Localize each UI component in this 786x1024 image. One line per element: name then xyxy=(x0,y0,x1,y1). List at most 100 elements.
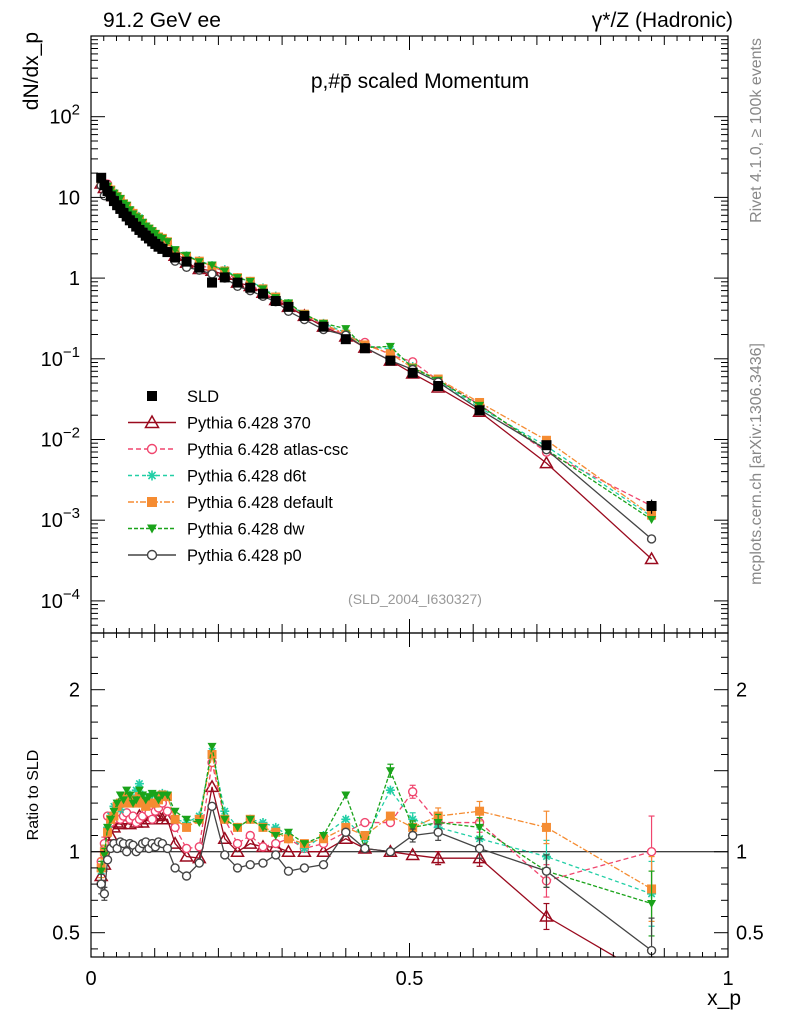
point-ratio-p0 xyxy=(207,801,217,812)
point-ratio-atlas xyxy=(232,838,243,849)
legend: SLD Pythia 6.428 370 Pythia 6.428 atlas-cs… xyxy=(128,388,348,565)
legend-item-370: Pythia 6.428 370 xyxy=(128,414,311,433)
point-ratio-dw xyxy=(131,796,141,805)
point-ratio-d6t xyxy=(134,779,144,789)
point-ratio-dw xyxy=(207,742,217,751)
point-ratio-d6t xyxy=(271,822,281,832)
point-ratio-default xyxy=(182,822,192,832)
legend-label-atlas: Pythia 6.428 atlas-csc xyxy=(187,441,348,459)
ratio-y-axis-label: Ratio to SLD xyxy=(25,750,42,841)
point-ratio-dw xyxy=(99,851,109,860)
legend-marker-SLD xyxy=(147,391,157,401)
y-tick-label-main: 10 xyxy=(58,187,80,209)
point-ratio-atlas xyxy=(646,847,657,857)
point-ratio-p0 xyxy=(181,871,192,881)
series-ratio-370 xyxy=(93,779,617,957)
series-line-ratio-default xyxy=(100,754,652,890)
point-sld xyxy=(257,288,268,299)
point-ratio-p0 xyxy=(170,863,180,873)
point-main-370 xyxy=(644,551,659,565)
series-main-p0 xyxy=(96,180,657,544)
point-sld xyxy=(299,310,310,321)
y-tick-label-ratio-left: 0.5 xyxy=(52,923,80,945)
point-ratio-dw xyxy=(134,786,144,795)
point-ratio-default xyxy=(475,806,485,816)
point-ratio-dw xyxy=(647,900,657,909)
main-panel xyxy=(93,172,659,565)
point-main-dw xyxy=(385,342,395,351)
legend-marker-default xyxy=(147,497,157,507)
point-ratio-p0 xyxy=(220,850,230,860)
legend-marker-dw xyxy=(147,524,157,534)
point-sld xyxy=(102,186,113,197)
series-ratio-dw xyxy=(96,742,657,937)
point-main-p0 xyxy=(646,534,657,544)
legend-label-370: Pythia 6.428 370 xyxy=(187,415,311,433)
point-ratio-p0 xyxy=(283,866,294,876)
series-main-default xyxy=(96,176,657,520)
point-sld xyxy=(96,172,107,183)
point-ratio-d6t xyxy=(299,843,309,853)
point-ratio-dw xyxy=(433,819,443,828)
point-sld xyxy=(270,296,281,307)
point-ratio-dw xyxy=(118,796,128,805)
point-main-dw xyxy=(245,277,255,286)
point-ratio-dw xyxy=(385,767,395,776)
point-ratio-dw xyxy=(150,791,160,800)
point-sld xyxy=(433,381,444,392)
y-axis-label: dN/dx_p xyxy=(20,32,43,110)
point-ratio-d6t xyxy=(408,814,418,824)
point-ratio-dw xyxy=(258,823,268,832)
point-ratio-p0 xyxy=(258,858,268,868)
point-ratio-atlas xyxy=(245,830,255,841)
point-ratio-370 xyxy=(316,844,331,857)
series-line-ratio-d6t xyxy=(100,751,652,895)
point-ratio-p0 xyxy=(299,863,310,873)
point-ratio-dw xyxy=(233,823,243,832)
legend-item-atlas: Pythia 6.428 atlas-csc xyxy=(128,441,348,459)
legend-item-default: Pythia 6.428 default xyxy=(128,494,333,512)
point-main-dw xyxy=(220,267,230,276)
y-tick-label-ratio-right: 0.5 xyxy=(736,923,764,945)
point-ratio-dw xyxy=(245,815,255,824)
point-main-default xyxy=(385,349,395,359)
point-ratio-p0 xyxy=(541,866,552,876)
point-sld xyxy=(385,355,396,366)
point-ratio-default xyxy=(207,750,217,759)
axes: 0 0.5 1 10−4 10−3 10−2 10−1 1 10 102 0.5 0.5 1 1 2 2 xyxy=(41,35,764,990)
point-ratio-370 xyxy=(472,850,487,864)
point-ratio-dw xyxy=(112,799,122,808)
point-ratio-dw xyxy=(170,807,180,816)
point-ratio-d6t xyxy=(341,814,351,824)
point-sld xyxy=(157,243,168,254)
point-ratio-370 xyxy=(217,831,233,844)
point-sld xyxy=(359,343,370,354)
series-main-370 xyxy=(93,175,659,565)
point-sld xyxy=(318,321,329,332)
point-sld xyxy=(283,301,294,312)
point-ratio-dw xyxy=(154,796,164,805)
point-ratio-atlas xyxy=(258,842,268,852)
point-main-dw xyxy=(207,261,217,270)
x-tick-label: 0 xyxy=(85,968,96,990)
point-ratio-dw xyxy=(194,819,204,828)
y-tick-label-ratio-left: 1 xyxy=(69,842,80,864)
side-label-rivet: Rivet 4.1.0, ≥ 100k events xyxy=(748,38,765,223)
legend-label-d6t: Pythia 6.428 d6t xyxy=(187,468,307,486)
point-sld xyxy=(219,272,230,283)
point-ratio-370 xyxy=(242,836,258,849)
header-right: γ*/Z (Hadronic) xyxy=(592,9,733,32)
point-sld xyxy=(207,277,218,288)
legend-item-dw: Pythia 6.428 dw xyxy=(128,521,304,539)
point-sld xyxy=(181,256,192,267)
y-tick-label-main: 10−2 xyxy=(41,424,80,451)
point-ratio-dw xyxy=(109,807,119,816)
point-sld xyxy=(407,367,418,378)
point-ratio-atlas xyxy=(181,843,192,854)
point-ratio-370 xyxy=(281,844,296,857)
analysis-tag: (SLD_2004_I630327) xyxy=(348,591,482,607)
point-ratio-370 xyxy=(179,849,194,862)
point-ratio-dw xyxy=(341,791,351,800)
legend-label-p0: Pythia 6.428 p0 xyxy=(187,547,302,565)
x-axis-label: x_p xyxy=(707,987,741,1010)
